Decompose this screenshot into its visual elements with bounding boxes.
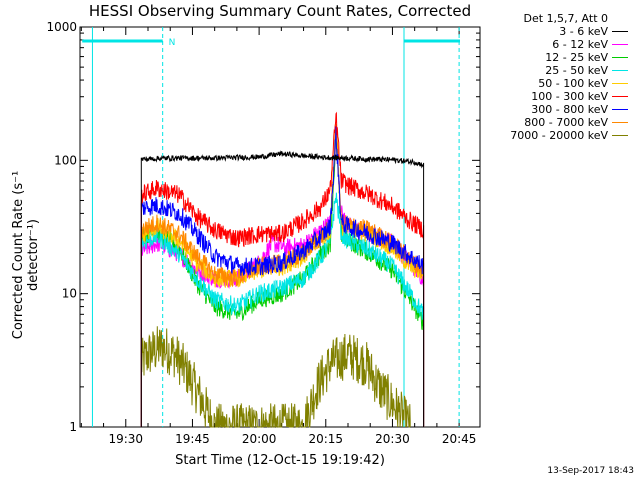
legend-entry: 6 - 12 keV bbox=[478, 38, 628, 51]
legend-label: 50 - 100 keV bbox=[538, 77, 608, 90]
x-tick-label: 19:30 bbox=[108, 432, 143, 446]
legend: Det 1,5,7, Att 0 3 - 6 keV 6 - 12 keV 12 -… bbox=[478, 12, 628, 142]
legend-label: 7000 - 20000 keV bbox=[510, 129, 608, 142]
legend-swatch bbox=[612, 135, 628, 136]
legend-label: 12 - 25 keV bbox=[545, 51, 608, 64]
legend-entry: 300 - 800 keV bbox=[478, 103, 628, 116]
legend-swatch bbox=[612, 31, 628, 32]
legend-label: 800 - 7000 keV bbox=[524, 116, 608, 129]
legend-entry: 100 - 300 keV bbox=[478, 90, 628, 103]
series-line bbox=[140, 326, 411, 428]
legend-label: 100 - 300 keV bbox=[531, 90, 608, 103]
legend-swatch bbox=[612, 57, 628, 58]
series-line bbox=[140, 192, 425, 427]
legend-entry: 3 - 6 keV bbox=[478, 25, 628, 38]
legend-label: 6 - 12 keV bbox=[552, 38, 608, 51]
legend-entry: 50 - 100 keV bbox=[478, 77, 628, 90]
chart-title: HESSI Observing Summary Count Rates, Cor… bbox=[88, 2, 472, 20]
legend-entry: 7000 - 20000 keV bbox=[478, 129, 628, 142]
night-label: N bbox=[169, 38, 176, 48]
y-tick-label: 1 bbox=[69, 420, 77, 434]
x-tick-label: 20:45 bbox=[442, 432, 477, 446]
x-tick-label: 20:00 bbox=[242, 432, 277, 446]
x-axis-label: Start Time (12-Oct-15 19:19:42) bbox=[175, 453, 385, 468]
legend-swatch bbox=[612, 83, 628, 84]
legend-label: 3 - 6 keV bbox=[559, 25, 608, 38]
legend-header: Det 1,5,7, Att 0 bbox=[523, 12, 608, 25]
timestamp: 13-Sep-2017 18:43 bbox=[547, 466, 634, 476]
y-tick-label: 1000 bbox=[46, 20, 77, 34]
x-tick-label: 20:30 bbox=[375, 432, 410, 446]
y-tick-label: 100 bbox=[54, 153, 77, 167]
y-axis-label: Corrected Count Rate (s⁻¹ detector⁻¹) bbox=[11, 170, 41, 340]
series-line bbox=[140, 126, 425, 427]
legend-entry: 12 - 25 keV bbox=[478, 51, 628, 64]
legend-swatch bbox=[612, 122, 628, 123]
legend-entry: 25 - 50 keV bbox=[478, 64, 628, 77]
series-line bbox=[140, 111, 425, 427]
legend-swatch bbox=[612, 96, 628, 97]
legend-entry: 800 - 7000 keV bbox=[478, 116, 628, 129]
legend-label: 300 - 800 keV bbox=[531, 103, 608, 116]
series-line bbox=[140, 150, 425, 427]
y-tick-label: 10 bbox=[62, 287, 77, 301]
x-tick-label: 19:45 bbox=[175, 432, 210, 446]
legend-swatch bbox=[612, 109, 628, 110]
x-tick-label: 20:15 bbox=[308, 432, 343, 446]
legend-swatch bbox=[612, 70, 628, 71]
legend-swatch bbox=[612, 44, 628, 45]
legend-label: 25 - 50 keV bbox=[545, 64, 608, 77]
